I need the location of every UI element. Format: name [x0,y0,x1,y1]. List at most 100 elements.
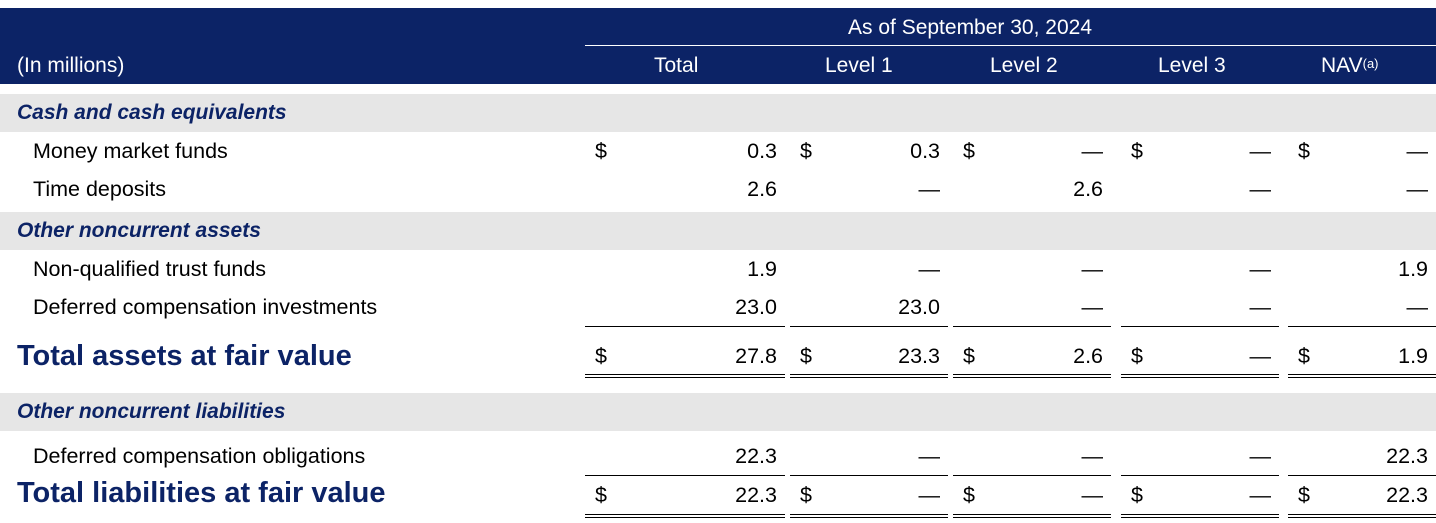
total-row: Total liabilities at fair value $22.3 $ —… [0,476,1436,516]
cell-nav: 1.9 [1288,250,1436,288]
cell-level-2: — [953,250,1111,288]
cell-nav: — [1288,170,1436,208]
dollar-sign: $ [963,483,975,507]
table-row: Deferred compensation obligations 22.3 —… [0,437,1436,476]
cell-total: $0.3 [585,132,785,170]
column-header-level-2: Level 2 [990,54,1058,77]
value: 1.9 [1398,344,1428,368]
nav-footnote-marker: (a) [1362,56,1379,71]
cell-level-3: $ — [1121,476,1279,514]
cell-nav: $22.3 [1288,476,1436,514]
section-title-other-liabilities: Other noncurrent liabilities [17,400,286,423]
cell-level-1: — [790,250,948,288]
cell-total: $27.8 [585,337,785,375]
dollar-sign: $ [1131,483,1143,507]
as-of-heading: As of September 30, 2024 [848,16,1092,39]
row-label: Deferred compensation investments [33,295,378,319]
dollar-sign: $ [963,344,975,368]
dollar-sign: $ [800,483,812,507]
header-rule [585,45,1436,46]
section-title-other-assets: Other noncurrent assets [17,219,261,242]
cell-level-3: $ — [1121,337,1279,375]
cell-level-2: — [953,288,1111,327]
cell-nav: $ — [1288,132,1436,170]
dollar-sign: $ [1298,483,1310,507]
dollar-sign: $ [595,344,607,368]
value: — [1081,444,1104,468]
double-underline [1288,374,1436,378]
value: 1.9 [1398,257,1428,281]
dollar-sign: $ [1298,344,1310,368]
row-label: Money market funds [33,139,228,163]
cell-level-3: — [1121,250,1279,288]
dollar-sign: $ [800,344,812,368]
dollar-sign: $ [800,139,812,163]
value: 22.3 [735,444,777,468]
cell-level-3: — [1121,437,1279,476]
dollar-sign: $ [595,483,607,507]
value: — [1249,295,1272,319]
value: — [1249,483,1272,507]
value: — [1081,295,1104,319]
double-underline [1121,514,1279,518]
total-assets-label: Total assets at fair value [17,340,352,372]
section-row: Other noncurrent assets [0,212,1436,250]
dollar-sign: $ [1298,139,1310,163]
total-liabilities-label: Total liabilities at fair value [17,477,386,509]
value: — [918,444,941,468]
value: — [1406,295,1429,319]
table-row: Deferred compensation investments 23.0 2… [0,288,1436,327]
value: — [1249,139,1272,163]
value: 0.3 [910,139,940,163]
cell-level-2: $2.6 [953,337,1111,375]
cell-level-1: $ — [790,476,948,514]
double-underline [1288,514,1436,518]
value: 2.6 [1073,344,1103,368]
cell-total: 22.3 [585,437,785,476]
table-row: Money market funds $0.3 $0.3 $ — $ — $ — [0,132,1436,170]
value: — [1406,177,1429,201]
value: 22.3 [735,483,777,507]
double-underline [790,374,948,378]
cell-level-3: — [1121,170,1279,208]
value: 1.9 [747,257,777,281]
double-underline [1121,374,1279,378]
double-underline [585,374,785,378]
cell-level-3: — [1121,288,1279,327]
table-header: As of September 30, 2024 (In millions) T… [0,8,1436,84]
value: 2.6 [747,177,777,201]
value: 23.3 [898,344,940,368]
cell-level-3: $ — [1121,132,1279,170]
cell-level-1: 23.0 [790,288,948,327]
cell-level-2: $ — [953,132,1111,170]
value: 23.0 [735,295,777,319]
section-title-cash: Cash and cash equivalents [17,101,287,124]
value: — [1081,483,1104,507]
dollar-sign: $ [1131,139,1143,163]
double-underline [953,514,1111,518]
cell-level-1: $0.3 [790,132,948,170]
cell-level-2: $ — [953,476,1111,514]
cell-level-2: — [953,437,1111,476]
cell-level-1: — [790,170,948,208]
dollar-sign: $ [595,139,607,163]
value: 2.6 [1073,177,1103,201]
value: 22.3 [1386,483,1428,507]
value: — [918,483,941,507]
value: 27.8 [735,344,777,368]
cell-nav: — [1288,288,1436,327]
dollar-sign: $ [1131,344,1143,368]
table-row: Time deposits 2.6 — 2.6 — — [0,170,1436,208]
value: — [918,177,941,201]
cell-level-1: $23.3 [790,337,948,375]
value: — [1081,139,1104,163]
total-row: Total assets at fair value $27.8 $23.3 $… [0,337,1436,377]
cell-nav: $1.9 [1288,337,1436,375]
row-label: Non-qualified trust funds [33,257,267,281]
cell-nav: 22.3 [1288,437,1436,476]
value: 23.0 [898,295,940,319]
value: — [1081,257,1104,281]
column-header-level-1: Level 1 [825,54,893,77]
cell-total: 23.0 [585,288,785,327]
